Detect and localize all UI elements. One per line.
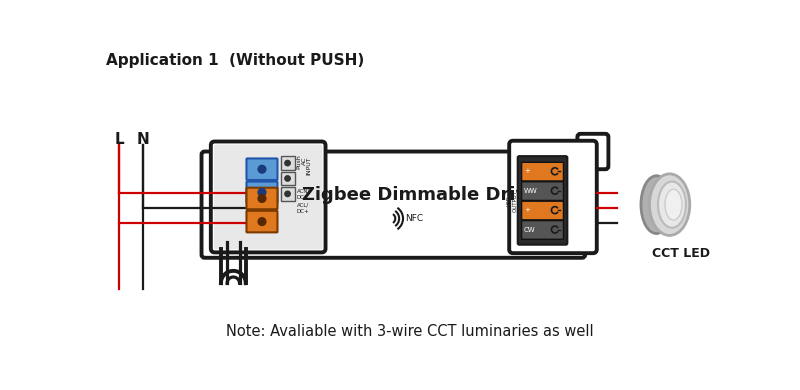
Circle shape <box>258 218 266 225</box>
Text: CCT LED: CCT LED <box>652 247 710 260</box>
Text: L: L <box>114 132 124 147</box>
FancyBboxPatch shape <box>522 182 563 200</box>
Bar <box>281 156 294 170</box>
Text: WW: WW <box>524 188 538 194</box>
FancyBboxPatch shape <box>246 188 278 209</box>
Text: NFC: NFC <box>406 214 423 223</box>
Ellipse shape <box>650 174 690 236</box>
Text: CW: CW <box>524 227 535 232</box>
Circle shape <box>285 191 290 197</box>
Text: +: + <box>524 168 530 174</box>
Text: +: + <box>524 207 530 213</box>
FancyBboxPatch shape <box>211 142 326 252</box>
Text: ACN/: ACN/ <box>297 188 310 193</box>
Text: DC+: DC+ <box>297 209 310 214</box>
Circle shape <box>258 195 266 202</box>
Circle shape <box>285 176 290 181</box>
Text: ACL/: ACL/ <box>297 202 309 207</box>
FancyBboxPatch shape <box>246 158 278 180</box>
Text: DC-: DC- <box>297 195 307 200</box>
Circle shape <box>258 188 266 196</box>
Circle shape <box>258 165 266 173</box>
FancyBboxPatch shape <box>578 134 609 169</box>
Bar <box>281 172 294 185</box>
Text: AC: AC <box>302 156 306 165</box>
Text: Note: Avaliable with 3-wire CCT luminaries as well: Note: Avaliable with 3-wire CCT luminari… <box>226 324 594 339</box>
Text: LED
OUTPUT: LED OUTPUT <box>507 190 518 212</box>
Text: N: N <box>136 132 149 147</box>
FancyBboxPatch shape <box>214 145 322 249</box>
FancyBboxPatch shape <box>246 211 278 232</box>
FancyBboxPatch shape <box>202 152 585 258</box>
Ellipse shape <box>641 176 672 234</box>
FancyBboxPatch shape <box>509 141 597 253</box>
Ellipse shape <box>658 182 686 228</box>
Bar <box>281 187 294 201</box>
FancyBboxPatch shape <box>246 182 278 203</box>
Text: INPUT: INPUT <box>306 156 311 175</box>
FancyBboxPatch shape <box>518 156 567 245</box>
FancyBboxPatch shape <box>522 221 563 239</box>
Text: Zigbee Dimmable Driver: Zigbee Dimmable Driver <box>302 186 548 204</box>
FancyBboxPatch shape <box>522 201 563 220</box>
Text: Application 1  (Without PUSH): Application 1 (Without PUSH) <box>106 53 365 68</box>
Text: Push: Push <box>296 154 301 169</box>
Circle shape <box>285 160 290 166</box>
Ellipse shape <box>665 189 682 220</box>
FancyBboxPatch shape <box>522 162 563 181</box>
